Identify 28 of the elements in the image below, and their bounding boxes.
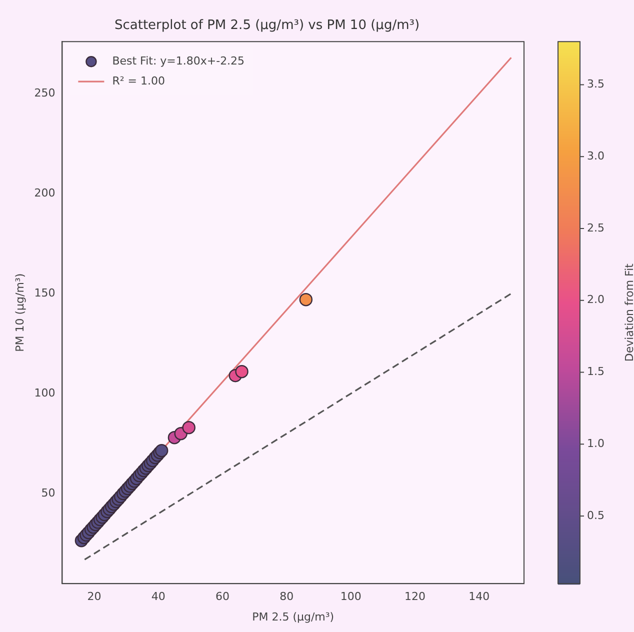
x-tick-label: 40 bbox=[151, 590, 166, 604]
y-tick-label: 100 bbox=[34, 386, 56, 400]
color-bar-label: 0.5 bbox=[587, 508, 604, 522]
y-tick-label: 150 bbox=[34, 286, 56, 300]
x-tick-label: 140 bbox=[468, 590, 490, 604]
color-bar-label: 3.0 bbox=[587, 149, 604, 162]
legend-label: Best Fit: y=1.80x+-2.25 bbox=[112, 54, 245, 68]
x-tick-label: 120 bbox=[404, 590, 426, 604]
point bbox=[235, 365, 248, 378]
color-bar-label: 1.0 bbox=[587, 437, 604, 450]
x-tick-label: 20 bbox=[87, 590, 102, 604]
x-tick-label: 100 bbox=[340, 590, 362, 604]
y-axis-title: PM 10 (μg/m³) bbox=[13, 273, 26, 352]
legend-label: R² = 1.00 bbox=[112, 74, 165, 88]
color-bar-label: 3.5 bbox=[587, 78, 604, 91]
y-tick-label: 250 bbox=[34, 86, 56, 100]
color-bar-label: 2.5 bbox=[587, 221, 604, 234]
y-tick-label: 50 bbox=[41, 486, 56, 500]
color-bar-title: Deviation from Fit bbox=[622, 262, 634, 362]
point bbox=[299, 293, 313, 306]
y-tick-label: 200 bbox=[34, 186, 56, 200]
chart-title: Scatterplot of PM 2.5 (μg/m³) vs PM 10 (μg/m³) bbox=[114, 18, 420, 34]
color-bar-label: 2.0 bbox=[587, 293, 604, 306]
color-bar-label: 1.5 bbox=[587, 365, 604, 378]
x-tick-label: 60 bbox=[216, 590, 230, 604]
x-axis-title: PM 2.5 (μg/m³) bbox=[252, 610, 334, 624]
point bbox=[182, 421, 196, 434]
x-tick-label: 80 bbox=[280, 590, 294, 604]
